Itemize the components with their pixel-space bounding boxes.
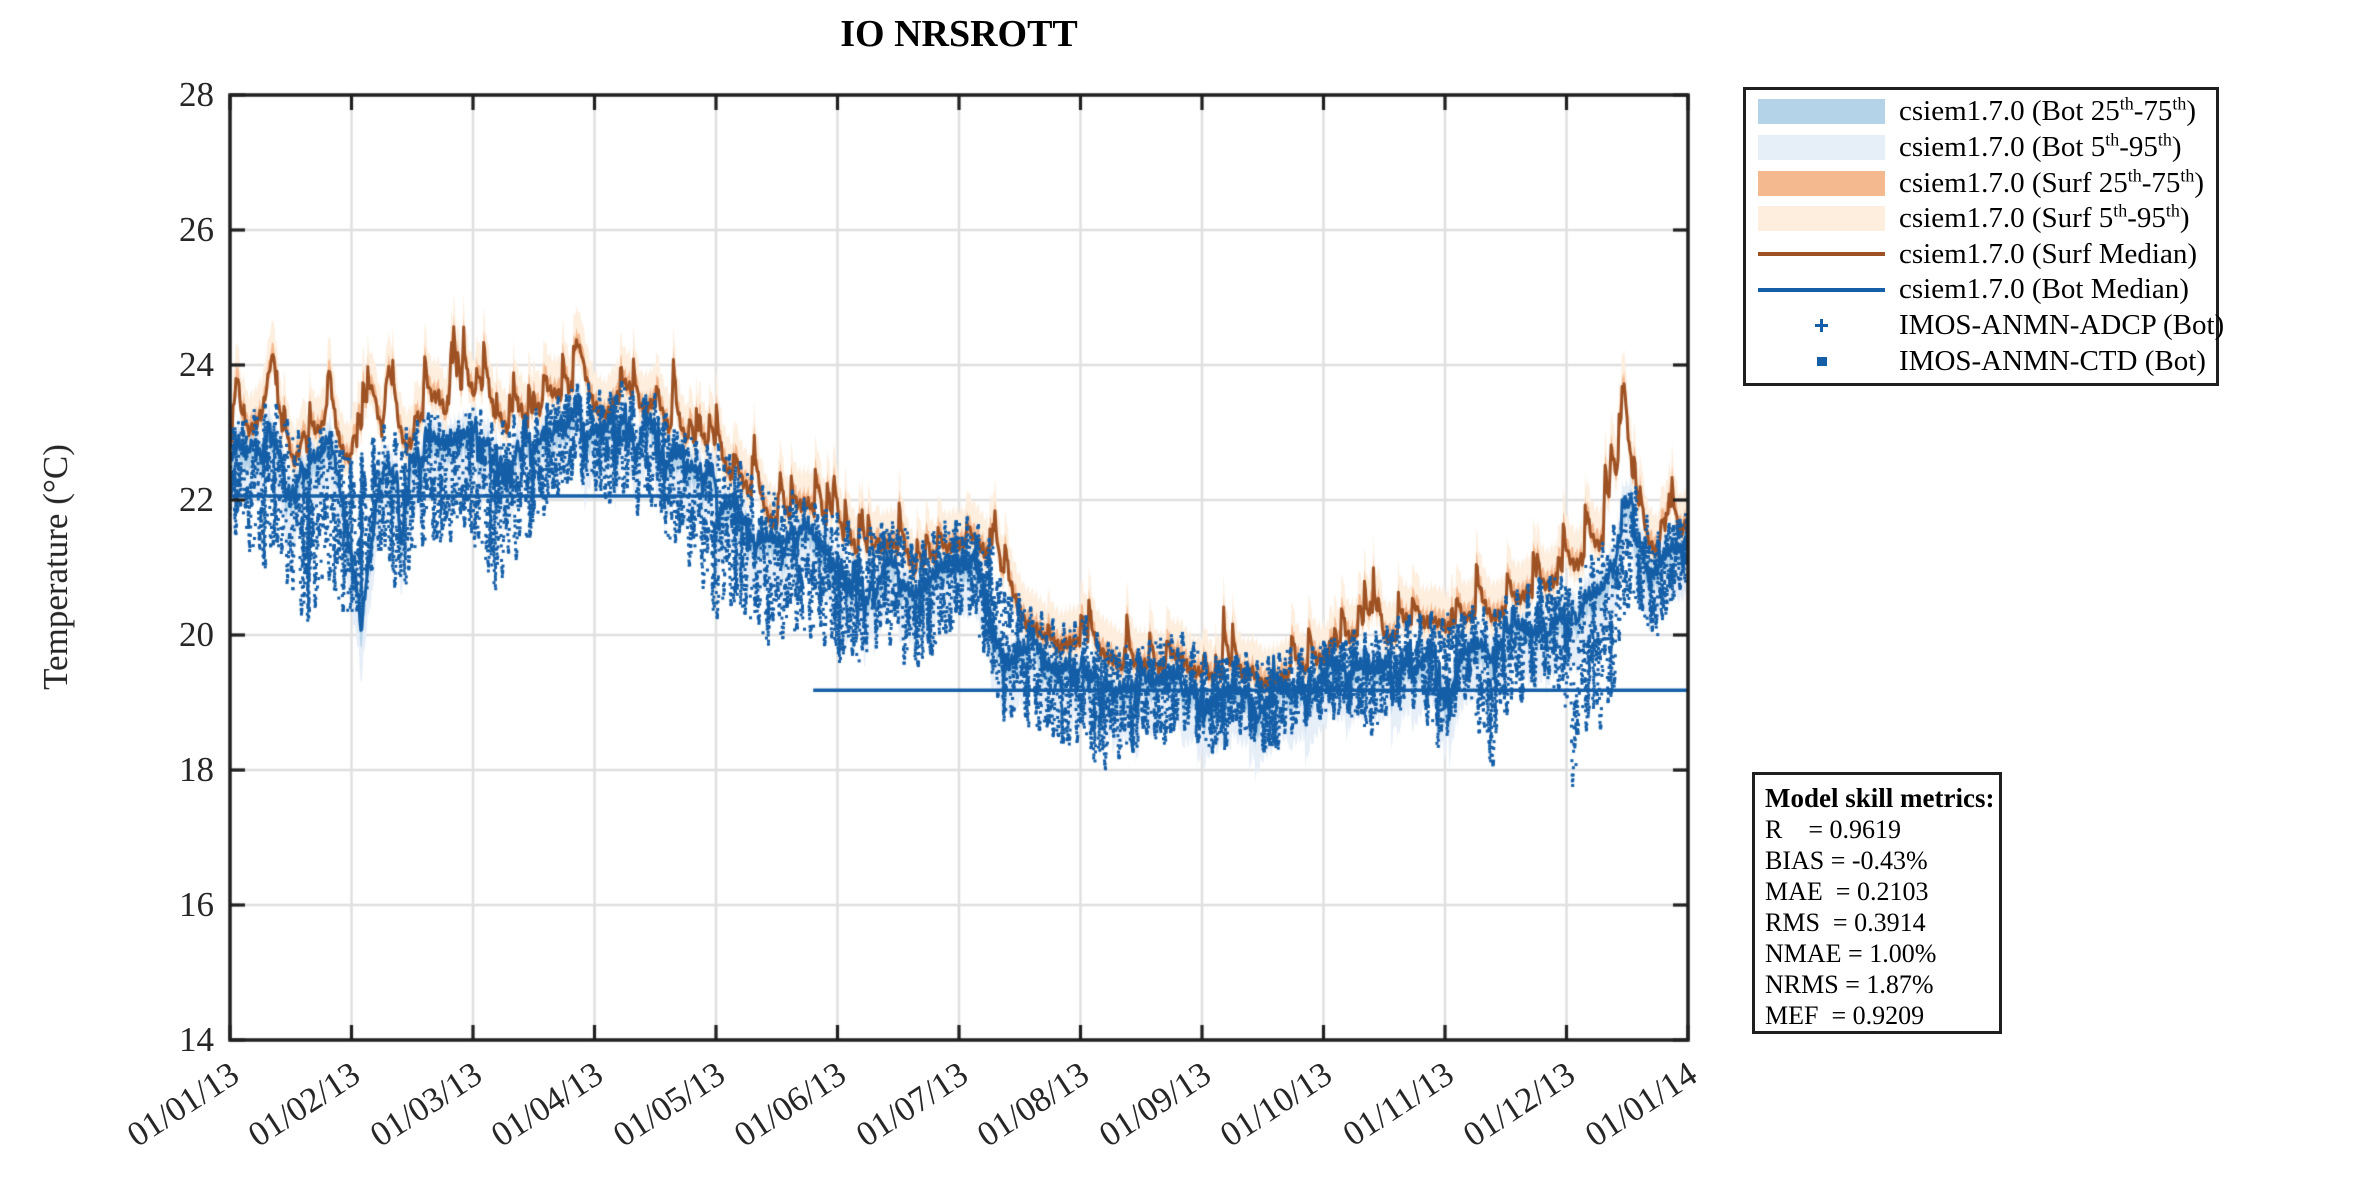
y-tick-label: 28 [179, 75, 214, 114]
y-tick-label: 14 [179, 1020, 214, 1059]
legend-item-surf-25-75: csiem1.7.0 (Surf 25th-75th) [1746, 164, 2216, 200]
y-tick-label: 18 [179, 750, 214, 789]
metric-nmae: NMAE = 1.00% [1765, 939, 1937, 968]
legend-item-label: csiem1.7.0 (Surf Median) [1899, 237, 2197, 270]
legend-item-bot-median: csiem1.7.0 (Bot Median) [1746, 273, 2216, 306]
metrics-title: Model skill metrics: [1765, 783, 1995, 813]
legend-box: csiem1.7.0 (Bot 25th-75th) csiem1.7.0 (B… [1743, 87, 2224, 386]
metric-bias: BIAS = -0.43% [1765, 846, 1928, 875]
y-tick-label: 20 [179, 615, 214, 654]
legend-swatch-surf-25-75-patch [1758, 170, 1885, 196]
legend-item-label: IMOS-ANMN-ADCP (Bot) [1899, 309, 2225, 342]
y-tick-label: 22 [179, 480, 214, 519]
legend-swatch-bot-5-95-patch [1758, 134, 1885, 160]
legend-item-surf-5-95: csiem1.7.0 (Surf 5th-95th) [1746, 202, 2216, 235]
metric-mae: MAE = 0.2103 [1765, 877, 1929, 906]
legend-swatch-adcp-marker-icon [1758, 319, 1885, 333]
y-tick-label: 24 [179, 345, 214, 384]
y-tick-label: 16 [179, 885, 214, 924]
metric-nrms: NRMS = 1.87% [1765, 970, 1934, 999]
chart-title: IO NRSROTT [840, 13, 1078, 55]
legend-swatch-bot-25-75-patch [1758, 99, 1885, 125]
legend-item-label: csiem1.7.0 (Bot Median) [1899, 273, 2189, 306]
legend-swatch-bot-median-line [1758, 287, 1885, 292]
legend-item-label: csiem1.7.0 (Surf 25th-75th) [1899, 164, 2205, 199]
model-skill-metrics-box: Model skill metrics: R = 0.9619 BIAS = -… [1752, 772, 2002, 1034]
legend-item-surf-median: csiem1.7.0 (Surf Median) [1746, 238, 2216, 271]
metric-mef: MEF = 0.9209 [1765, 1001, 1925, 1030]
legend-swatch-surf-5-95-patch [1758, 206, 1885, 232]
legend-item-ctd-obs: IMOS-ANMN-CTD (Bot) [1746, 345, 2216, 378]
legend-item-bot-5-95: csiem1.7.0 (Bot 5th-95th) [1746, 129, 2216, 164]
y-tick-label: 26 [179, 210, 214, 249]
legend-swatch-ctd-marker-icon [1758, 356, 1885, 366]
legend-item-adcp-obs: IMOS-ANMN-ADCP (Bot) [1746, 309, 2224, 342]
legend-item-label: csiem1.7.0 (Bot 25th-75th) [1899, 93, 2197, 128]
legend-item-label: csiem1.7.0 (Surf 5th-95th) [1899, 200, 2190, 235]
legend-item-label: csiem1.7.0 (Bot 5th-95th) [1899, 129, 2182, 163]
legend-item-bot-25-75: csiem1.7.0 (Bot 25th-75th) [1746, 95, 2216, 128]
legend-swatch-surf-median-line [1758, 252, 1885, 257]
legend-item-label: IMOS-ANMN-CTD (Bot) [1899, 344, 2206, 377]
metric-rms: RMS = 0.3914 [1765, 908, 1926, 937]
metric-r: R = 0.9619 [1765, 815, 1902, 844]
